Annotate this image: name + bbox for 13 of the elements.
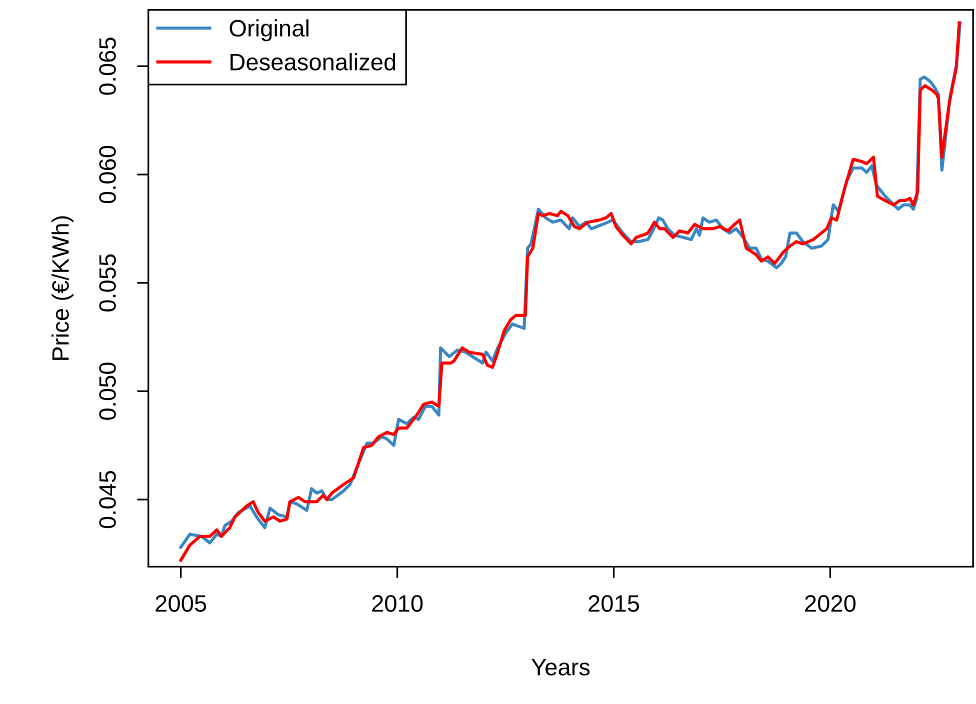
legend-label: Original: [230, 19, 308, 42]
x-tick-label: 2015: [588, 595, 640, 612]
y-axis-title: Price (€/KWh): [52, 216, 74, 360]
y-tick-label: 0.060: [99, 146, 116, 204]
x-axis-title: Years: [531, 659, 590, 676]
y-tick-label: 0.055: [99, 254, 116, 312]
legend-label: Deseasonalized: [230, 53, 396, 70]
y-tick-label: 0.045: [99, 470, 116, 528]
y-tick-label: 0.065: [99, 38, 116, 95]
x-tick-label: 2005: [156, 595, 206, 612]
y-tick-label: 0.050: [99, 362, 116, 420]
x-tick-label: 2010: [372, 595, 423, 612]
x-tick-label: 2020: [805, 595, 856, 612]
